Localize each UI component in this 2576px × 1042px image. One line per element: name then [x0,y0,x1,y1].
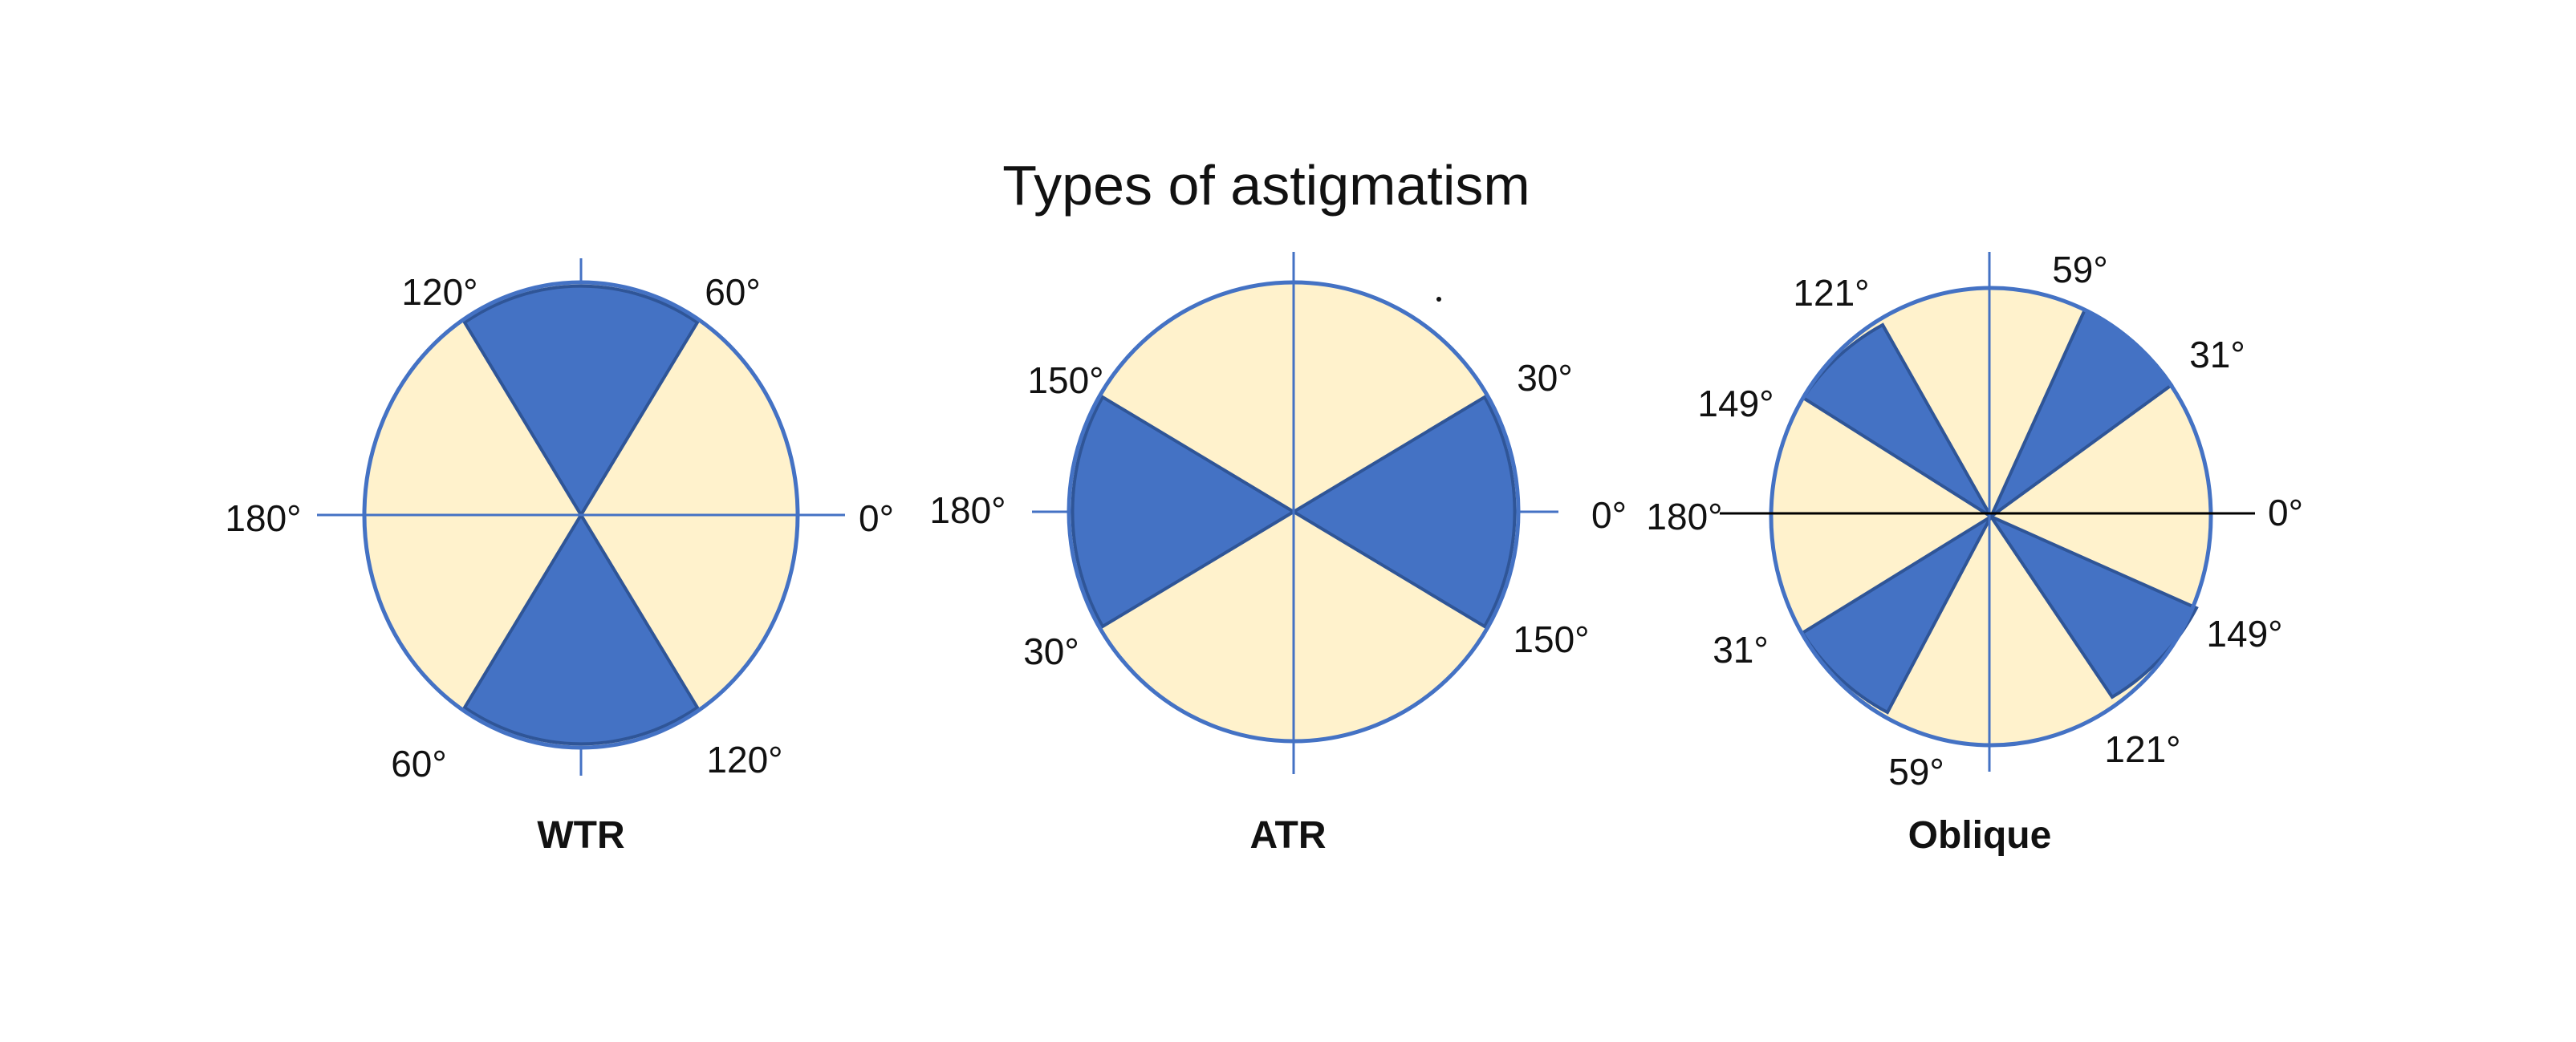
atr-caption: ATR [1249,814,1326,857]
atr-label-30-top: 30° [1517,357,1573,399]
oblique-label-180: 180° [1646,496,1722,537]
atr-label-0: 0° [1591,494,1627,536]
oblique-label-121-top: 121° [1793,272,1869,314]
oblique-sector-lower-right [1986,513,2199,699]
oblique-label-0: 0° [2268,492,2303,533]
oblique-outline [1769,286,2213,748]
wtr-label-60-top: 60° [705,271,761,313]
oblique-label-31-top: 31° [2189,334,2245,375]
oblique-label-31-bottom: 31° [1713,629,1769,671]
atr-sector-left [1071,395,1297,629]
page-title: Types of astigmatism [1002,154,1530,217]
oblique-label-121-bottom: 121° [2104,728,2180,770]
oblique-label-149-bottom: 149° [2206,613,2282,655]
wtr-sector-bottom [462,512,700,746]
oblique-label-59-top: 59° [2052,249,2108,290]
atr-label-150-top: 150° [1027,359,1103,401]
oblique-diagram: 121° 59° 31° 149° 180° 0° 31° 149° 59° 1… [1646,249,2303,857]
wtr-label-120-bottom: 120° [706,739,782,780]
atr-label-30-bottom: 30° [1023,630,1079,672]
oblique-caption: Oblique [1908,814,2052,857]
wtr-label-180: 180° [225,497,301,539]
atr-stray-dot [1436,297,1441,302]
atr-label-180: 180° [929,489,1006,531]
wtr-sector-top [462,284,700,518]
wtr-diagram: 120° 60° 180° 0° 60° 120° WTR [225,258,894,857]
oblique-label-59-bottom: 59° [1888,751,1944,793]
wtr-caption: WTR [537,814,624,857]
wtr-label-120-top: 120° [401,271,477,313]
atr-sector-right [1290,395,1517,629]
oblique-label-149-top: 149° [1697,383,1774,424]
atr-diagram: 150° 30° 180° 0° 30° 150° ATR [929,252,1627,857]
wtr-label-0: 0° [859,497,894,539]
wtr-label-60-bottom: 60° [391,743,447,785]
atr-label-150-bottom: 150° [1513,618,1589,660]
